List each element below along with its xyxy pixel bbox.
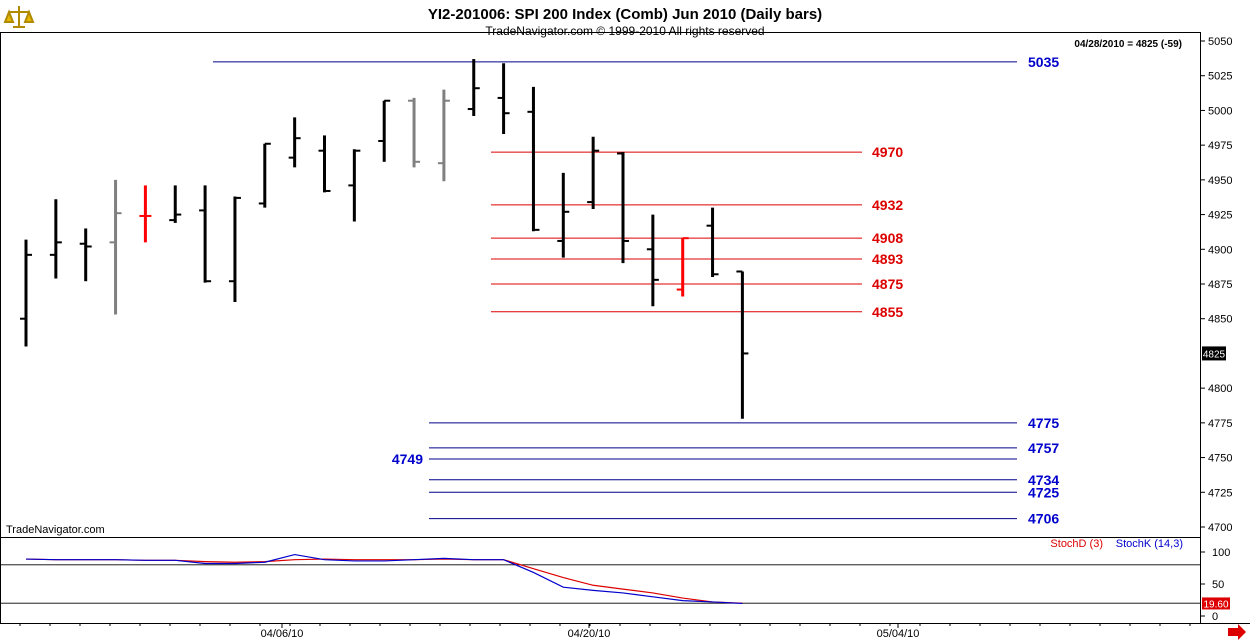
level-label-4775: 4775	[1028, 415, 1059, 431]
last-price-marker: 4825	[1202, 346, 1226, 361]
ohlc-bar	[109, 179, 122, 315]
ohlc-bar	[49, 199, 62, 279]
last-price-box	[1202, 346, 1226, 361]
ohlc-bar	[318, 135, 331, 193]
stochastic-pane: 100 50 0 StochD (3) StochK (14,3) 19.60	[1, 538, 1230, 623]
stoch-tick-label: 0	[1212, 611, 1218, 623]
level-label-4908: 4908	[872, 230, 903, 246]
ohlc-bar	[139, 185, 152, 243]
level-label-4725: 4725	[1028, 484, 1059, 500]
last-price-label: 4825	[1203, 349, 1226, 360]
y-tick-label: 5050	[1208, 36, 1232, 48]
stoch-pane-border	[0, 537, 1201, 624]
stoch-legend-item: StochK (14,3)	[1116, 538, 1183, 550]
chart-title: YI2-201006: SPI 200 Index (Comb) Jun 201…	[428, 6, 822, 23]
ohlc-bar	[587, 136, 600, 210]
y-tick-label: 4875	[1208, 279, 1232, 291]
ohlc-bar	[557, 172, 570, 258]
copyright-text: TradeNavigator.com © 1999-2010 All right…	[485, 24, 764, 38]
y-tick-label: 5000	[1208, 105, 1232, 117]
ohlc-bar	[199, 185, 212, 283]
ohlc-bar	[79, 228, 92, 282]
stoch-last-box	[1202, 597, 1230, 610]
ohlc-bar	[258, 142, 271, 208]
y-tick-label: 4850	[1208, 314, 1232, 326]
stochd-line	[25, 558, 743, 604]
level-label-4875: 4875	[872, 276, 903, 292]
ohlc-bar	[288, 117, 301, 168]
x-tick-label: 05/04/10	[877, 628, 920, 640]
y-tick-label: 4750	[1208, 453, 1232, 465]
stochk-line	[25, 553, 743, 605]
y-tick-label: 4975	[1208, 140, 1232, 152]
y-tick-label: 4700	[1208, 522, 1232, 534]
stoch-tick-label: 100	[1212, 547, 1230, 559]
logo-icon	[2, 2, 36, 32]
ohlc-bar	[437, 89, 450, 182]
scroll-right-icon[interactable]	[1228, 624, 1246, 640]
level-label-4932: 4932	[872, 197, 903, 213]
ohlc-bar	[527, 86, 540, 232]
level-label-4893: 4893	[872, 251, 903, 267]
ohlc-bar	[228, 196, 241, 303]
ohlc-bar	[676, 237, 689, 297]
level-label-4734: 4734	[1028, 472, 1059, 488]
ohlc-bar	[348, 149, 361, 222]
y-tick-label: 4950	[1208, 175, 1232, 187]
x-tick-label: 04/20/10	[568, 628, 611, 640]
y-tick-label: 4900	[1208, 244, 1232, 256]
y-tick-label: 4800	[1208, 383, 1232, 395]
ohlc-bar	[736, 270, 749, 419]
price-levels: 5035 4970 4932 4908 4893 4875 4855 4775 4757 4749…	[213, 54, 1059, 527]
y-tick-label: 4925	[1208, 210, 1232, 222]
ohlc-bar	[497, 63, 510, 135]
level-label-4706: 4706	[1028, 511, 1059, 527]
x-axis: 04/06/10 04/20/10 05/04/10	[19, 623, 1191, 640]
y-tick-label: 4775	[1208, 418, 1232, 430]
stoch-tick-label: 50	[1212, 579, 1224, 591]
ohlc-bar	[408, 97, 421, 168]
x-tick-label: 04/06/10	[261, 628, 304, 640]
ohlc-bar	[378, 99, 391, 162]
price-y-axis: 5050 5025 5000 4975 4950 4925 4900 4875 4850 4800…	[1200, 36, 1232, 534]
stoch-last-label: 19.60	[1203, 599, 1228, 610]
ohlc-bar	[646, 214, 659, 307]
ohlc-bar	[169, 185, 182, 223]
level-label-4970: 4970	[872, 144, 903, 160]
level-label-4757: 4757	[1028, 440, 1059, 456]
last-price-info: 04/28/2010 = 4825 (-59)	[1074, 39, 1182, 50]
y-tick-label: 5025	[1208, 71, 1232, 83]
ohlc-bar	[706, 207, 719, 278]
level-label-5035: 5035	[1028, 54, 1059, 70]
level-label-4749: 4749	[392, 451, 423, 467]
ohlc-bar	[617, 152, 629, 264]
level-label-4855: 4855	[872, 304, 903, 320]
watermark-text: TradeNavigator.com	[6, 524, 105, 536]
ohlc-bar	[20, 239, 32, 347]
y-tick-label: 4725	[1208, 487, 1232, 499]
ohlc-bar	[467, 59, 480, 116]
stoch-legend-item: StochD (3)	[1050, 538, 1103, 550]
price-pane-border	[0, 32, 1201, 538]
price-bars	[20, 59, 749, 419]
